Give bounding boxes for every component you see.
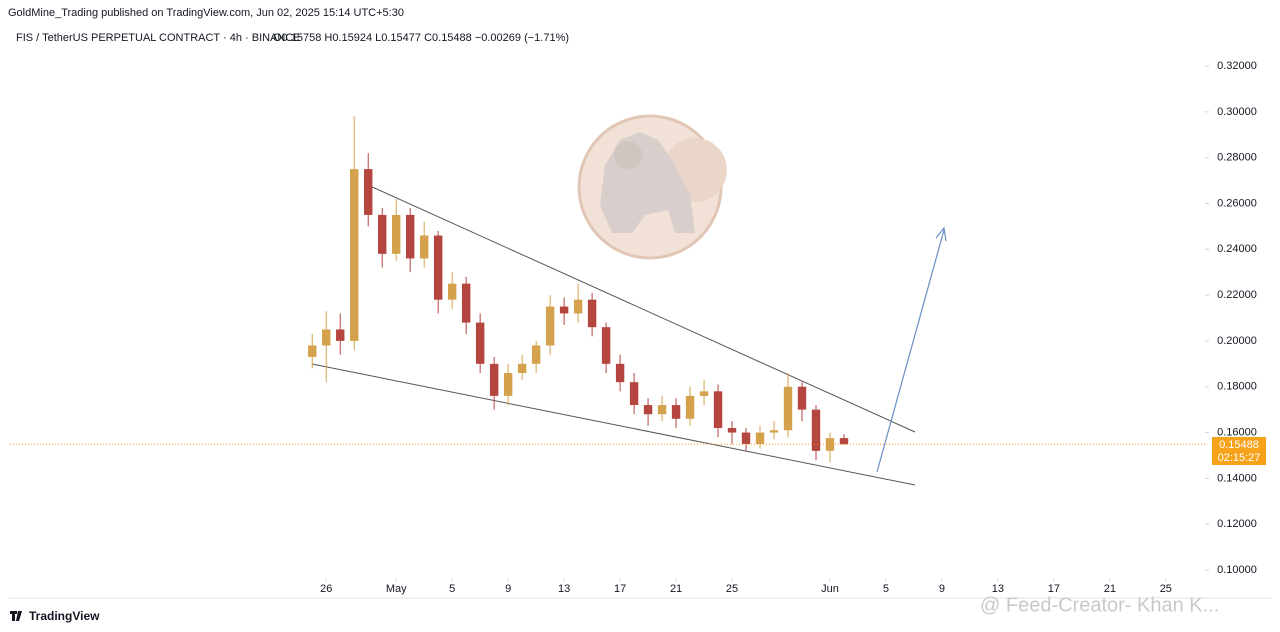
candle-body [783,386,793,431]
candle-body [336,329,345,341]
candle-body [406,214,415,259]
candle-body [601,327,611,364]
candle-body [322,329,331,346]
candle-body [839,438,849,445]
x-tick-label: 21 [1104,583,1116,595]
candle-body [378,214,387,254]
candle-body [769,430,779,433]
candle-body [615,363,625,383]
y-tick-label: 0.26000 [1217,197,1257,209]
ohlc-legend: O0.15758 H0.15924 L0.15477 C0.15488 −0.0… [273,32,569,44]
brand-name: TradingView [29,609,100,623]
x-tick-label: 25 [726,583,738,595]
candle-body [392,214,401,254]
candle-body [433,235,443,300]
x-tick-label: 26 [320,583,332,595]
x-tick-label: 17 [1048,583,1060,595]
candle-body [629,382,639,406]
candle-body [671,405,681,419]
y-tick-label: 0.18000 [1217,381,1257,393]
candle-body [503,372,513,396]
candle-body [587,299,597,328]
last-price-box [1212,437,1266,465]
candle-body [461,283,471,323]
x-tick-label: May [386,583,407,595]
logo [577,114,727,260]
candle-body [713,391,723,428]
candle-body [545,306,555,346]
candle-body [797,386,807,410]
candle-body [811,409,821,451]
y-tick-label: 0.28000 [1217,152,1257,164]
last-price-label: 0.15488 [1219,439,1259,451]
candle-body [573,299,583,314]
countdown: 02:15:27 [1218,452,1261,464]
x-tick-label: 9 [505,583,511,595]
candle-body [741,432,751,444]
y-tick-label: 0.16000 [1217,426,1257,438]
x-tick-label: 21 [670,583,682,595]
y-tick-label: 0.22000 [1217,289,1257,301]
candle-body [699,391,709,396]
symbol: FIS / TetherUS PERPETUAL CONTRACT · 4h ·… [16,32,301,44]
y-tick-label: 0.30000 [1217,106,1257,118]
x-tick-label: 9 [939,583,945,595]
candle-body [727,427,737,433]
y-tick-label: 0.20000 [1217,335,1257,347]
y-tick-label: 0.14000 [1217,472,1257,484]
candle-body [447,283,457,300]
x-tick-label: 5 [883,583,889,595]
x-tick-label: Jun [821,583,839,595]
y-tick-label: 0.24000 [1217,243,1257,255]
x-tick-label: 5 [449,583,455,595]
x-tick-label: 13 [992,583,1004,595]
candle-body [657,405,667,415]
x-tick-label: 13 [558,583,570,595]
y-tick-label: 0.10000 [1217,564,1257,576]
candle-body [559,306,569,314]
candle-body [517,363,527,373]
candle-body [419,235,429,259]
candle-body [685,395,695,419]
x-tick-label: 17 [614,583,626,595]
candle-body [350,169,359,341]
y-tick-label: 0.32000 [1217,60,1257,72]
y-tick-label: 0.12000 [1217,518,1257,530]
candle-body [643,405,653,415]
brand: TradingView [10,609,100,623]
pattern-drawing [311,185,947,486]
candle-body [755,432,765,444]
x-tick-label: 25 [1160,583,1172,595]
candle-body [364,169,373,215]
watermark: @ Feed-Creator- Khan K... [980,594,1219,616]
candle-body [475,322,485,364]
candle-body [489,363,499,396]
candle-body [531,345,541,364]
published-line: GoldMine_Trading published on TradingVie… [8,7,404,19]
candle-body [308,345,317,357]
